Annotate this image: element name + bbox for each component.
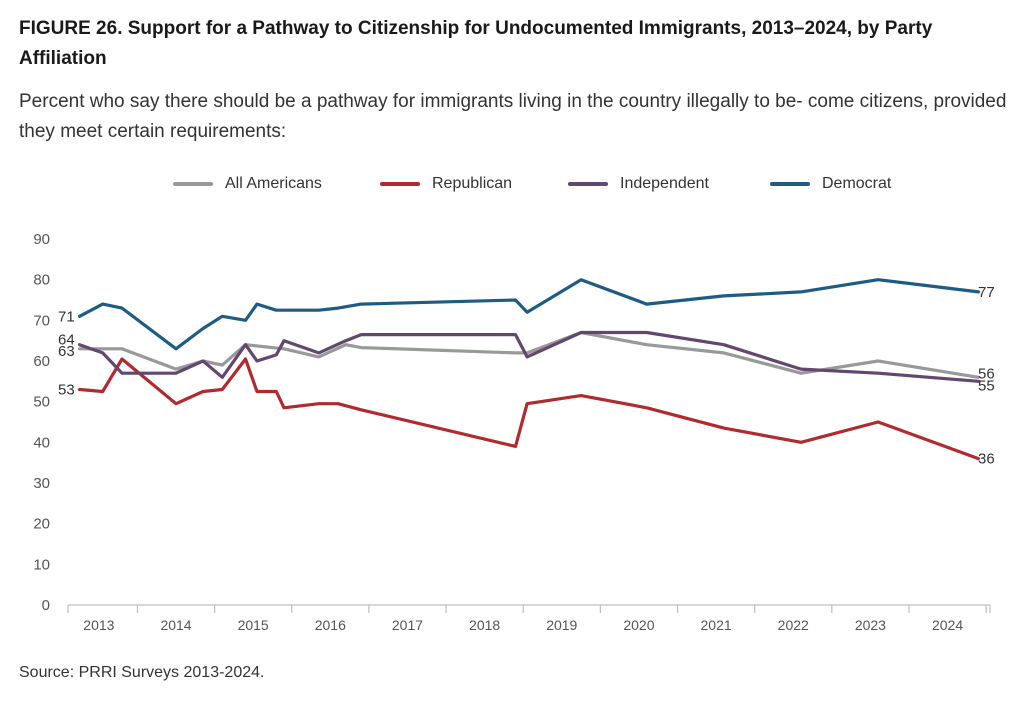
legend-swatch-democrat <box>770 182 810 186</box>
x-tick-label-2021: 2021 <box>701 617 732 633</box>
x-tick-label-2019: 2019 <box>546 617 577 633</box>
legend-label-all-americans: All Americans <box>225 175 322 192</box>
y-tick-label-80: 80 <box>33 272 50 289</box>
legend-item-democrat: Democrat <box>770 172 891 196</box>
legend-item-republican: Republican <box>380 172 512 196</box>
series-line-independent <box>77 330 981 383</box>
start-label-independent: 64 <box>58 332 75 349</box>
y-tick-label-30: 30 <box>33 475 50 492</box>
legend-swatch-republican <box>380 182 420 186</box>
legend-item-all-americans: All Americans <box>173 172 322 196</box>
start-label-democrat: 71 <box>58 308 75 325</box>
y-tick-label-0: 0 <box>42 597 50 614</box>
x-tick-label-2014: 2014 <box>160 617 191 633</box>
y-tick-label-10: 10 <box>33 556 50 573</box>
y-tick-label-40: 40 <box>33 434 50 451</box>
x-tick-label-2013: 2013 <box>83 617 114 633</box>
y-tick-label-90: 90 <box>33 231 50 248</box>
y-tick-label-70: 70 <box>33 312 50 329</box>
figure-subtitle: Percent who say there should be a pathwa… <box>19 91 1007 142</box>
y-tick-label-50: 50 <box>33 394 50 411</box>
legend-swatch-independent <box>568 182 608 186</box>
legend-label-independent: Independent <box>620 175 709 192</box>
series-line-all-americans <box>77 330 981 379</box>
x-tick-label-2017: 2017 <box>392 617 423 633</box>
x-tick-label-2022: 2022 <box>778 617 809 633</box>
x-tick-label-2015: 2015 <box>238 617 269 633</box>
legend-swatch-all-americans <box>173 182 213 186</box>
y-tick-label-60: 60 <box>33 353 50 370</box>
series-line-republican <box>77 357 981 461</box>
x-tick-label-2023: 2023 <box>855 617 886 633</box>
y-tick-label-20: 20 <box>33 516 50 533</box>
end-label-republican: 36 <box>978 451 995 468</box>
end-label-independent: 55 <box>978 377 995 394</box>
source-note: Source: PRRI Surveys 2013-2024. <box>19 664 265 681</box>
start-label-all-americans: 63 <box>58 343 75 360</box>
figure-title: FIGURE 26. Support for a Pathway to Citi… <box>19 18 933 69</box>
x-tick-label-2016: 2016 <box>315 617 346 633</box>
series-line-democrat <box>77 278 981 351</box>
chart-legend: All Americans Republican Independent Dem… <box>0 172 1024 196</box>
x-tick-label-2024: 2024 <box>932 617 963 633</box>
legend-item-independent: Independent <box>568 172 709 196</box>
legend-label-democrat: Democrat <box>822 175 892 192</box>
x-tick-label-2018: 2018 <box>469 617 500 633</box>
legend-label-republican: Republican <box>432 175 513 192</box>
end-label-democrat: 77 <box>978 284 995 301</box>
x-tick-label-2020: 2020 <box>623 617 654 633</box>
start-label-republican: 53 <box>58 381 75 398</box>
end-label-all-americans: 56 <box>978 365 995 382</box>
